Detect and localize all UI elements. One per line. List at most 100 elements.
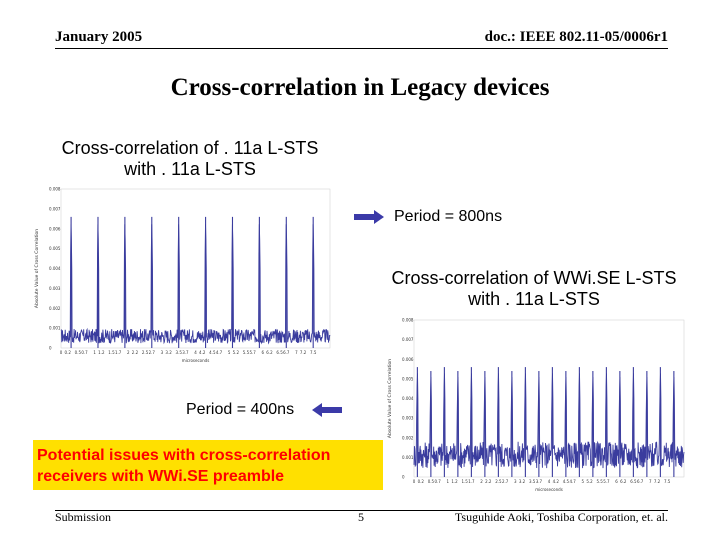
x-tick-label: 6.2 [620, 479, 627, 484]
wwise-correlation-chart-svg: 0 0.001 0.002 0.003 0.004 0.005 0.006 0.007 0.00… [387, 318, 685, 492]
x-tick-label: 4.2 [553, 479, 560, 484]
correlation-series-line [413, 373, 685, 469]
x-tick-label: 1.2 [98, 350, 105, 355]
header-doc-id: doc.: IEEE 802.11-05/0006r1 [484, 29, 668, 45]
x-tick-label: 6.2 [266, 350, 273, 355]
y-tick-label: 0.006 [402, 357, 414, 362]
footer-divider [55, 510, 668, 511]
x-tick-label: 5.7 [603, 479, 610, 484]
x-tick-label: 6.5 [630, 479, 637, 484]
x-tick-label: 4 [548, 479, 551, 484]
y-tick-label: 0.003 [402, 416, 414, 421]
x-tick-label: 5.5 [243, 350, 250, 355]
plot-area [60, 188, 331, 349]
x-tick-label: 0.7 [81, 350, 88, 355]
x-tick-label: 2 [480, 479, 483, 484]
header-date: January 2005 [55, 29, 143, 45]
period-400-label: Period = 400ns [186, 401, 295, 418]
issue-line2: receivers with WWi.SE preamble [37, 468, 285, 485]
x-tick-label: 1.7 [115, 350, 122, 355]
y-tick-label: 0.007 [49, 206, 61, 211]
y-tick-label: 0.001 [402, 455, 414, 460]
caption-wwise-line1: Cross-correlation of WWi.SE L-STS [391, 268, 677, 288]
x-tick-label: 5.5 [596, 479, 603, 484]
caption-wwise-correlation: Cross-correlation of WWi.SE L-STS with .… [378, 268, 690, 310]
y-tick-label: 0.002 [402, 435, 414, 440]
y-tick-label: 0.008 [402, 318, 414, 323]
x-tick-label: 7.2 [300, 350, 307, 355]
y-tick-label: 0.008 [49, 187, 61, 192]
x-tick-label: 0.2 [418, 479, 425, 484]
x-tick-label: 4.2 [199, 350, 206, 355]
x-tick-label: 4.7 [569, 479, 576, 484]
y-tick-label: 0.006 [49, 226, 61, 231]
caption-legacy-line1: Cross-correlation of . 11a L-STS [61, 138, 319, 158]
x-tick-label: 1.5 [461, 479, 468, 484]
x-tick-label: 3.2 [165, 350, 172, 355]
header-divider [55, 48, 668, 49]
x-tick-label: 6.7 [637, 479, 644, 484]
x-tick-label: 2.7 [502, 479, 509, 484]
x-tick-label: 4 [194, 350, 197, 355]
x-tick-label: 3.2 [519, 479, 526, 484]
x-tick-label: 6 [261, 350, 264, 355]
x-tick-label: 1 [446, 479, 449, 484]
x-tick-label: 4.7 [216, 350, 223, 355]
x-tick-label: 3.7 [536, 479, 543, 484]
x-tick-label: 2.2 [132, 350, 139, 355]
x-tick-label: 0 [413, 479, 416, 484]
x-axis-label: microseconds [535, 487, 563, 492]
x-tick-label: 7 [295, 350, 298, 355]
x-tick-label: 0.7 [434, 479, 441, 484]
issue-callout: Potential issues with cross-correlation … [33, 440, 383, 490]
x-tick-label: 2 [127, 350, 130, 355]
period-400-annotation: Period = 400ns [186, 397, 343, 423]
x-tick-label: 0.5 [75, 350, 82, 355]
issue-callout-text: Potential issues with cross-correlation … [37, 445, 330, 487]
x-tick-label: 1.2 [451, 479, 458, 484]
caption-legacy-correlation: Cross-correlation of . 11a L-STS with . … [40, 138, 340, 180]
x-tick-label: 2.7 [149, 350, 156, 355]
x-tick-label: 2.5 [142, 350, 149, 355]
x-tick-label: 3.5 [176, 350, 183, 355]
issue-line1: Potential issues with cross-correlation [37, 447, 331, 464]
y-tick-label: 0.003 [49, 286, 61, 291]
x-tick-label: 5.2 [586, 479, 593, 484]
x-tick-label: 5 [581, 479, 584, 484]
caption-legacy-line2: with . 11a L-STS [124, 159, 256, 179]
y-tick-label: 0.004 [49, 266, 61, 271]
period-800-label: Period = 800ns [394, 208, 503, 225]
legacy-correlation-chart: 0 0.001 0.002 0.003 0.004 0.005 0.006 0.007 0.00… [33, 183, 336, 365]
x-tick-label: 2.5 [495, 479, 502, 484]
x-tick-label: 6.7 [283, 350, 290, 355]
y-tick-label: 0.005 [49, 246, 61, 251]
y-tick-label: 0.002 [49, 306, 61, 311]
x-tick-label: 1 [93, 350, 96, 355]
x-tick-label: 7.5 [664, 479, 671, 484]
x-tick-label: 6.5 [276, 350, 283, 355]
footer-page-number: 5 [358, 510, 364, 524]
x-tick-label: 7 [649, 479, 652, 484]
x-tick-label: 1.7 [468, 479, 475, 484]
legacy-correlation-chart-svg: 0 0.001 0.002 0.003 0.004 0.005 0.006 0.007 0.00… [34, 187, 331, 363]
x-tick-label: 7.5 [310, 350, 317, 355]
x-tick-label: 5.7 [249, 350, 256, 355]
y-axis-label: Absolute Value of Cross Correlation [387, 359, 393, 438]
x-tick-label: 3 [514, 479, 517, 484]
x-tick-label: 5.2 [233, 350, 240, 355]
arrow-right-icon [354, 210, 384, 224]
period-800-annotation: Period = 800ns [354, 204, 502, 230]
x-tick-label: 3 [161, 350, 164, 355]
x-tick-label: 2.2 [485, 479, 492, 484]
x-axis-label: microseconds [182, 358, 210, 363]
y-tick-label: 0.005 [402, 376, 414, 381]
y-tick-label: 0 [402, 475, 405, 480]
x-tick-label: 7.2 [654, 479, 661, 484]
y-tick-label: 0.004 [402, 396, 414, 401]
y-tick-label: 0.007 [402, 337, 414, 342]
x-tick-label: 0 [60, 350, 63, 355]
x-tick-label: 1.5 [108, 350, 115, 355]
x-tick-label: 4.5 [563, 479, 570, 484]
y-axis-label: Absolute Value of Cross Correlation [34, 229, 40, 308]
slide-title: Cross-correlation in Legacy devices [170, 74, 550, 101]
